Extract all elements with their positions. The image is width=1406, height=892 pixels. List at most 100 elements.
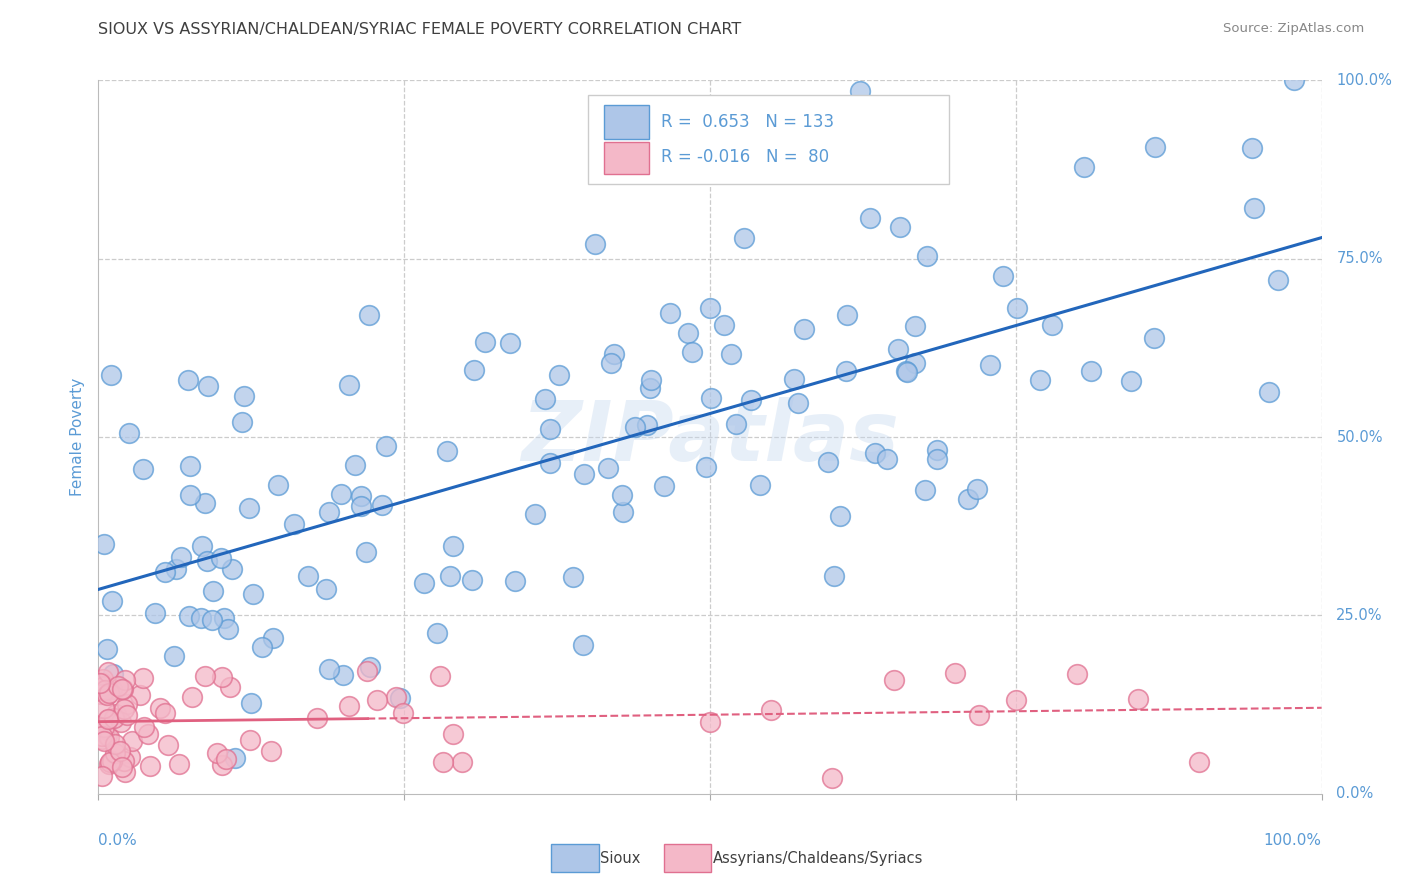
- Point: [572, 638, 595, 652]
- Point: [93, 720, 115, 734]
- Text: R =  0.653   N = 133: R = 0.653 N = 133: [661, 112, 834, 130]
- Text: ZIPatlas: ZIPatlas: [522, 397, 898, 477]
- Point: [638, 381, 661, 395]
- Point: [91, 769, 114, 783]
- Text: 25.0%: 25.0%: [1336, 608, 1384, 623]
- Point: [350, 499, 373, 513]
- Point: [610, 488, 633, 502]
- Point: [260, 744, 283, 758]
- Point: [239, 697, 262, 711]
- Point: [131, 461, 153, 475]
- Point: [876, 452, 898, 467]
- Point: [538, 422, 561, 436]
- Text: R = -0.016   N =  80: R = -0.016 N = 80: [661, 148, 830, 166]
- Point: [103, 746, 125, 760]
- Point: [1066, 667, 1088, 681]
- Point: [96, 665, 118, 680]
- Point: [896, 365, 918, 379]
- Point: [699, 301, 721, 315]
- Point: [720, 347, 742, 361]
- Point: [318, 504, 340, 518]
- Point: [191, 539, 214, 553]
- Point: [107, 679, 129, 693]
- Point: [224, 751, 246, 765]
- Point: [1073, 160, 1095, 174]
- Point: [156, 738, 179, 752]
- Text: 100.0%: 100.0%: [1336, 73, 1392, 87]
- Point: [603, 346, 626, 360]
- Point: [733, 230, 755, 244]
- Point: [97, 756, 120, 771]
- Point: [623, 420, 645, 434]
- Point: [848, 84, 870, 98]
- Point: [143, 607, 166, 621]
- Point: [957, 491, 980, 506]
- Point: [429, 669, 451, 683]
- FancyBboxPatch shape: [588, 95, 949, 184]
- Point: [120, 749, 142, 764]
- Point: [318, 662, 340, 676]
- Point: [699, 391, 721, 405]
- Point: [202, 584, 225, 599]
- Point: [436, 444, 458, 458]
- Point: [967, 708, 990, 723]
- Point: [337, 378, 360, 392]
- Point: [211, 670, 233, 684]
- Point: [441, 539, 464, 553]
- FancyBboxPatch shape: [603, 105, 648, 139]
- Point: [165, 562, 187, 576]
- Point: [366, 693, 388, 707]
- Point: [114, 764, 136, 779]
- Point: [101, 681, 124, 696]
- Point: [374, 439, 396, 453]
- Point: [865, 446, 887, 460]
- Point: [179, 488, 201, 502]
- Point: [101, 667, 124, 681]
- Point: [91, 729, 114, 743]
- Point: [238, 500, 260, 515]
- Point: [1040, 318, 1063, 333]
- Text: 0.0%: 0.0%: [1336, 787, 1374, 801]
- Point: [101, 754, 124, 768]
- Point: [761, 703, 783, 717]
- Point: [121, 734, 143, 748]
- Point: [413, 576, 436, 591]
- Point: [232, 389, 254, 403]
- Point: [90, 731, 112, 746]
- Point: [305, 711, 328, 725]
- Point: [1267, 273, 1289, 287]
- Point: [267, 478, 290, 492]
- Point: [169, 550, 191, 565]
- Point: [821, 771, 844, 785]
- Point: [359, 659, 381, 673]
- Point: [583, 236, 606, 251]
- Point: [242, 587, 264, 601]
- Point: [180, 690, 202, 705]
- Point: [547, 368, 569, 383]
- Point: [463, 363, 485, 377]
- Point: [332, 668, 354, 682]
- Point: [250, 640, 273, 654]
- Point: [197, 379, 219, 393]
- Point: [93, 701, 115, 715]
- Point: [782, 372, 804, 386]
- Point: [129, 688, 152, 702]
- Point: [1188, 755, 1211, 769]
- Point: [177, 609, 200, 624]
- Point: [93, 723, 115, 737]
- Point: [153, 566, 176, 580]
- Point: [169, 756, 191, 771]
- Point: [217, 622, 239, 636]
- Point: [817, 455, 839, 469]
- Point: [231, 415, 253, 429]
- Point: [177, 373, 200, 387]
- Point: [103, 710, 125, 724]
- Point: [100, 368, 122, 382]
- Point: [533, 392, 555, 406]
- Point: [91, 676, 114, 690]
- Point: [96, 713, 118, 727]
- Point: [112, 702, 135, 716]
- Point: [356, 665, 378, 679]
- Point: [786, 396, 808, 410]
- Point: [205, 747, 228, 761]
